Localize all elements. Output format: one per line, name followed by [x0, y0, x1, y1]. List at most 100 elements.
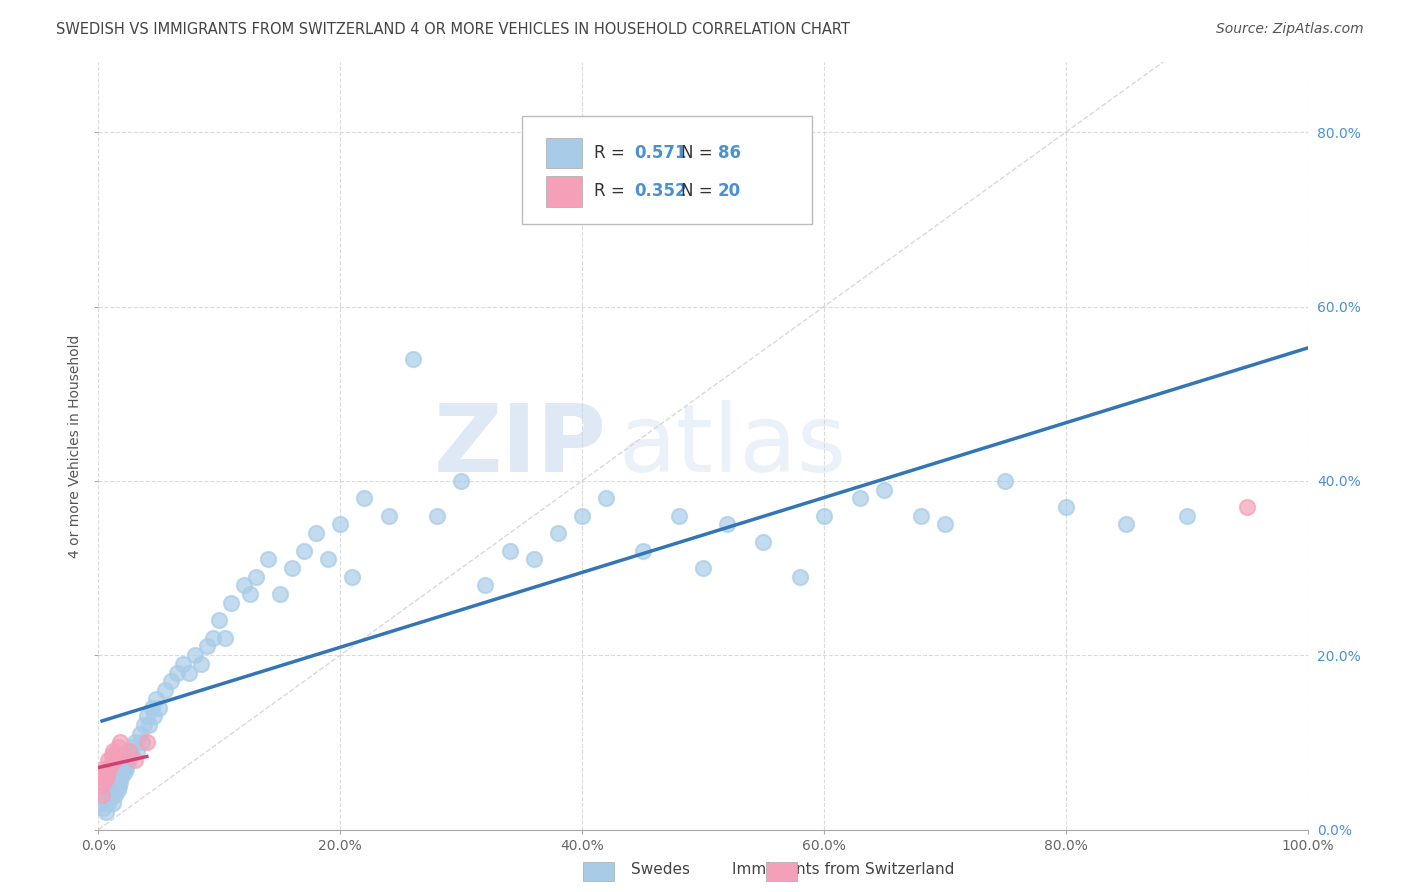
Point: [89, 779, 111, 793]
Point: [131, 735, 153, 749]
Point: [752, 534, 775, 549]
Point: [103, 774, 125, 789]
Point: [256, 552, 278, 566]
Point: [143, 709, 166, 723]
Point: [316, 552, 339, 566]
Point: [166, 665, 188, 680]
Point: [107, 783, 129, 797]
Point: [108, 735, 131, 749]
Point: [91, 797, 114, 811]
Text: 0.352: 0.352: [634, 182, 686, 201]
Point: [1115, 517, 1137, 532]
Point: [141, 700, 163, 714]
Point: [124, 753, 146, 767]
Text: 86: 86: [717, 144, 741, 162]
Point: [94, 805, 117, 819]
Text: N =: N =: [682, 144, 718, 162]
Point: [292, 543, 315, 558]
Point: [450, 474, 472, 488]
Point: [498, 543, 520, 558]
Point: [232, 578, 254, 592]
Point: [91, 788, 114, 802]
Point: [111, 748, 134, 763]
Point: [571, 508, 593, 523]
Point: [595, 491, 617, 506]
FancyBboxPatch shape: [522, 116, 811, 224]
FancyBboxPatch shape: [546, 176, 582, 207]
Point: [91, 801, 114, 815]
Point: [107, 739, 129, 754]
Point: [108, 774, 131, 789]
Point: [100, 788, 122, 802]
Point: [97, 797, 120, 811]
Point: [101, 744, 124, 758]
Point: [873, 483, 896, 497]
Point: [93, 774, 115, 789]
Point: [104, 753, 127, 767]
Point: [353, 491, 375, 506]
Point: [305, 526, 328, 541]
Point: [127, 744, 149, 758]
Point: [269, 587, 291, 601]
Text: R =: R =: [595, 182, 630, 201]
Point: [214, 631, 236, 645]
Point: [100, 779, 122, 793]
Point: [115, 762, 138, 776]
Text: atlas: atlas: [619, 400, 846, 492]
Point: [93, 788, 115, 802]
Point: [118, 748, 141, 763]
Point: [135, 735, 157, 749]
Text: 20: 20: [717, 182, 741, 201]
Point: [153, 683, 176, 698]
Point: [98, 762, 121, 776]
Point: [281, 561, 304, 575]
Point: [172, 657, 194, 671]
Point: [692, 561, 714, 575]
Point: [145, 691, 167, 706]
Point: [426, 508, 449, 523]
Point: [934, 517, 956, 532]
Point: [1175, 508, 1198, 523]
Point: [100, 748, 122, 763]
Point: [117, 757, 139, 772]
Point: [329, 517, 352, 532]
Point: [1054, 500, 1077, 514]
Point: [108, 779, 131, 793]
Point: [112, 765, 135, 780]
Point: [190, 657, 212, 671]
Point: [118, 744, 141, 758]
Point: [114, 753, 136, 767]
Point: [402, 351, 425, 366]
Point: [138, 718, 160, 732]
Point: [547, 526, 569, 541]
Point: [94, 765, 117, 780]
Point: [221, 596, 243, 610]
Point: [160, 674, 183, 689]
Point: [716, 517, 738, 532]
Text: R =: R =: [595, 144, 630, 162]
Point: [105, 770, 128, 784]
Point: [1236, 500, 1258, 514]
Point: [110, 770, 132, 784]
Point: [377, 508, 399, 523]
Point: [813, 508, 835, 523]
Point: [118, 753, 141, 767]
Point: [208, 613, 231, 627]
Point: [128, 726, 150, 740]
Point: [120, 744, 142, 758]
Point: [631, 543, 654, 558]
FancyBboxPatch shape: [546, 137, 582, 169]
Point: [849, 491, 872, 506]
Point: [135, 709, 157, 723]
Point: [474, 578, 496, 592]
Point: [101, 797, 124, 811]
Point: [994, 474, 1017, 488]
Point: [342, 570, 364, 584]
Point: [245, 570, 267, 584]
Text: Immigrants from Switzerland: Immigrants from Switzerland: [733, 863, 955, 877]
Point: [96, 770, 118, 784]
Point: [202, 631, 225, 645]
Point: [124, 735, 146, 749]
Point: [91, 762, 114, 776]
Point: [523, 552, 546, 566]
